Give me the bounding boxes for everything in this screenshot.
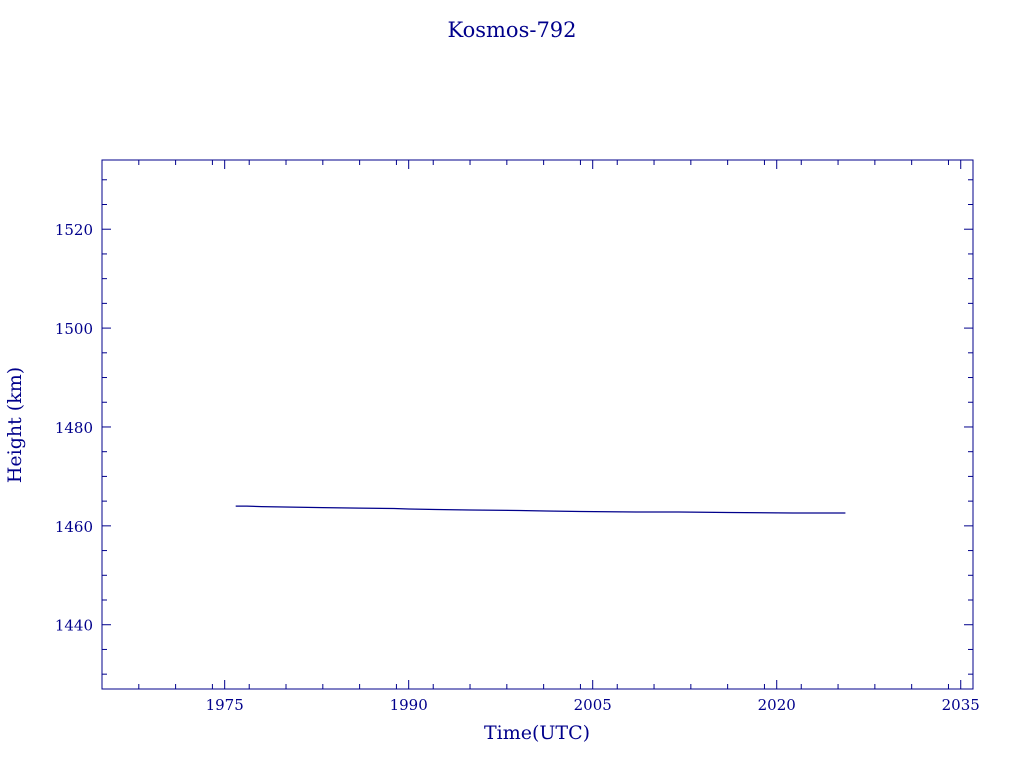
ticks bbox=[101, 160, 973, 689]
x-tick-label: 1975 bbox=[206, 696, 244, 714]
x-tick-label: 1990 bbox=[390, 696, 428, 714]
y-axis-label: Height (km) bbox=[4, 367, 26, 483]
y-tick-label: 1440 bbox=[55, 617, 93, 635]
y-tick-label: 1480 bbox=[55, 419, 93, 437]
chart-title: Kosmos-792 bbox=[447, 18, 576, 42]
y-tick-label: 1500 bbox=[55, 320, 93, 338]
tick-labels: 1975 1990 2005 2020 2035 1440 1460 1480 1500 1520 bbox=[55, 221, 980, 714]
plot-frame bbox=[101, 159, 974, 690]
x-tick-label: 2035 bbox=[942, 696, 980, 714]
x-tick-label: 2020 bbox=[758, 696, 796, 714]
series-line bbox=[235, 505, 846, 514]
y-tick-label: 1460 bbox=[55, 518, 93, 536]
x-tick-label: 2005 bbox=[574, 696, 612, 714]
x-axis-label: Time(UTC) bbox=[484, 722, 590, 744]
y-tick-label: 1520 bbox=[55, 221, 93, 239]
series-layer bbox=[235, 505, 846, 514]
